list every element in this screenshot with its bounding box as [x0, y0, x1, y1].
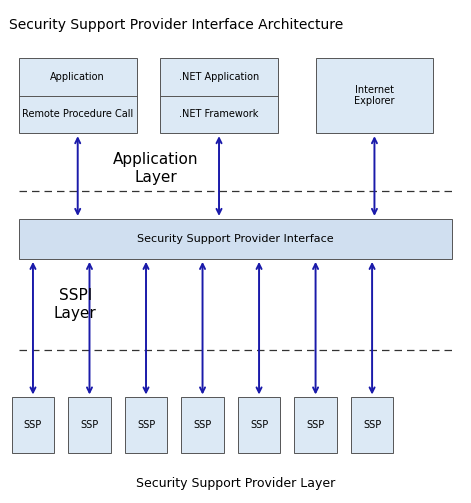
Text: Application: Application — [50, 72, 105, 81]
Text: .NET Application: .NET Application — [179, 72, 259, 81]
Bar — [238, 397, 280, 453]
Bar — [68, 397, 111, 453]
Bar — [294, 397, 337, 453]
Text: Internet
Explorer: Internet Explorer — [354, 85, 395, 106]
Text: SSP: SSP — [81, 420, 98, 430]
Text: SSP: SSP — [250, 420, 268, 430]
Text: Security Support Provider Interface: Security Support Provider Interface — [137, 234, 334, 244]
Bar — [19, 58, 137, 133]
Bar — [316, 58, 433, 133]
Text: SSP: SSP — [137, 420, 155, 430]
Text: Security Support Provider Interface Architecture: Security Support Provider Interface Arch… — [9, 18, 344, 32]
Text: Application
Layer: Application Layer — [113, 152, 198, 185]
Text: Security Support Provider Layer: Security Support Provider Layer — [136, 477, 335, 490]
Bar — [19, 219, 452, 259]
Text: SSP: SSP — [363, 420, 381, 430]
Text: SSP: SSP — [194, 420, 211, 430]
Text: SSPI
Layer: SSPI Layer — [54, 288, 97, 320]
Bar — [351, 397, 393, 453]
Text: Remote Procedure Call: Remote Procedure Call — [22, 110, 133, 119]
Text: .NET Framework: .NET Framework — [179, 110, 259, 119]
Bar — [125, 397, 167, 453]
Text: SSP: SSP — [307, 420, 325, 430]
Text: SSP: SSP — [24, 420, 42, 430]
Bar — [160, 58, 278, 133]
Bar — [12, 397, 54, 453]
Bar — [181, 397, 224, 453]
